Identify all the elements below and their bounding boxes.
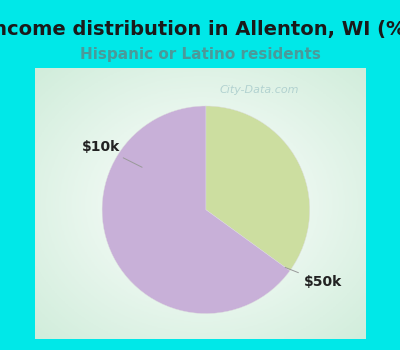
Text: City-Data.com: City-Data.com bbox=[220, 85, 299, 95]
Text: Hispanic or Latino residents: Hispanic or Latino residents bbox=[80, 47, 320, 62]
Wedge shape bbox=[206, 106, 310, 271]
Wedge shape bbox=[102, 106, 290, 314]
Text: $10k: $10k bbox=[82, 140, 142, 167]
Text: Income distribution in Allenton, WI (%): Income distribution in Allenton, WI (%) bbox=[0, 20, 400, 39]
Text: $50k: $50k bbox=[285, 267, 342, 289]
